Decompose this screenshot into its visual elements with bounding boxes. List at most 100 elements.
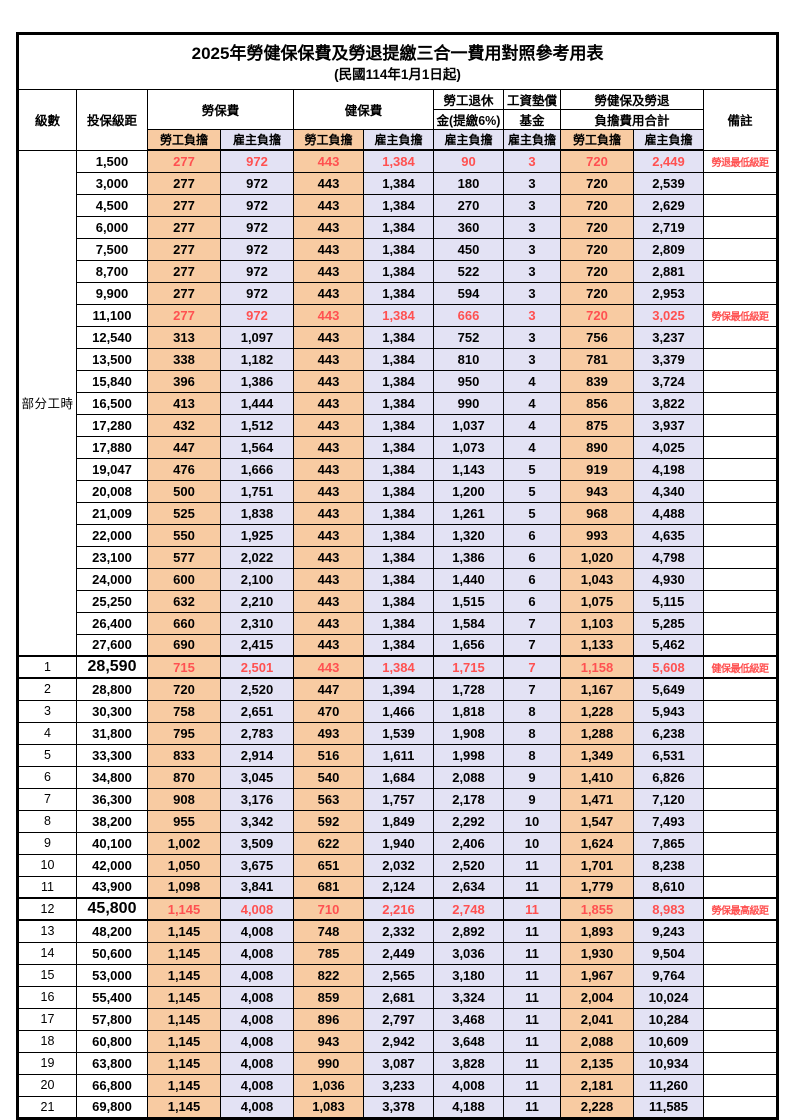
cell-employer-amount: 2,539 <box>633 171 704 195</box>
cell-employer-amount: 4 <box>503 413 561 437</box>
cell-salary-bracket: 24,000 <box>76 567 148 591</box>
cell-remark <box>702 611 779 635</box>
cell-employee-amount: 943 <box>560 479 634 503</box>
cell-employee-amount: 432 <box>147 413 221 437</box>
col-header-total-line1: 勞健保及勞退 <box>560 89 704 110</box>
cell-salary-bracket: 3,000 <box>76 171 148 195</box>
cell-employer-amount: 1,384 <box>363 281 434 305</box>
cell-remark <box>702 809 779 833</box>
subheader-pension-employer: 雇主負擔 <box>433 129 504 151</box>
cell-employee-amount: 993 <box>560 523 634 547</box>
cell-employee-amount: 715 <box>147 655 221 679</box>
cell-remark <box>702 523 779 547</box>
cell-employer-amount: 4,008 <box>220 919 294 943</box>
cell-employer-amount: 2,406 <box>433 831 504 855</box>
table-row: 8 38,200 955 3,342 592 1,849 2,292 10 1,547 7,493 <box>17 809 779 833</box>
cell-employer-amount: 10,024 <box>633 985 704 1009</box>
cell-employer-amount: 1,512 <box>220 413 294 437</box>
cell-employer-amount: 1,384 <box>363 303 434 327</box>
cell-employer-amount: 4,008 <box>220 1095 294 1119</box>
cell-employer-amount: 1,925 <box>220 523 294 547</box>
cell-level: 17 <box>17 1007 77 1031</box>
cell-employer-amount: 3,087 <box>363 1051 434 1075</box>
cell-level: 10 <box>17 853 77 877</box>
table-row: 15 53,000 1,145 4,008 822 2,565 3,180 11 1,967 9,… <box>17 963 779 987</box>
cell-employer-amount: 3,025 <box>633 303 704 327</box>
cell-employee-amount: 443 <box>293 413 364 437</box>
table-row: 13 48,200 1,145 4,008 748 2,332 2,892 11 1,893 9,… <box>17 919 779 943</box>
cell-employee-amount: 443 <box>293 479 364 503</box>
cell-employer-amount: 1,757 <box>363 787 434 811</box>
cell-employer-amount: 1,384 <box>363 633 434 657</box>
cell-salary-bracket: 7,500 <box>76 237 148 261</box>
col-header-pension-line2: 金(提繳6%) <box>433 109 504 130</box>
cell-remark <box>702 479 779 503</box>
cell-employee-amount: 822 <box>293 963 364 987</box>
cell-employer-amount: 4,798 <box>633 545 704 569</box>
cell-employer-amount: 666 <box>433 303 504 327</box>
subheader-labor-employer: 雇主負擔 <box>220 129 294 151</box>
cell-employee-amount: 516 <box>293 743 364 767</box>
cell-employer-amount: 11 <box>503 897 561 921</box>
cell-employer-amount: 8 <box>503 743 561 767</box>
cell-employer-amount: 1,384 <box>363 149 434 173</box>
cell-employer-amount: 2,651 <box>220 699 294 723</box>
cell-employee-amount: 1,145 <box>147 1029 221 1053</box>
table-row: 21 69,800 1,145 4,008 1,083 3,378 4,188 11 2,228… <box>17 1095 779 1119</box>
cell-remark <box>702 1051 779 1075</box>
cell-employer-amount: 1,384 <box>363 237 434 261</box>
cell-employee-amount: 443 <box>293 457 364 481</box>
cell-salary-bracket: 50,600 <box>76 941 148 965</box>
cell-employer-amount: 972 <box>220 281 294 305</box>
cell-employer-amount: 7 <box>503 633 561 657</box>
cell-employee-amount: 277 <box>147 171 221 195</box>
cell-employee-amount: 550 <box>147 523 221 547</box>
cell-employee-amount: 443 <box>293 347 364 371</box>
table-body: 部分工時 1,500 277 972 443 1,384 90 3 720 2,449 勞退最低級距… <box>17 149 779 1119</box>
cell-remark: 勞退最低級距 <box>702 149 779 173</box>
cell-employer-amount: 11 <box>503 1029 561 1053</box>
cell-employer-amount: 11,585 <box>633 1095 704 1119</box>
cell-employee-amount: 1,145 <box>147 1073 221 1097</box>
cell-employee-amount: 720 <box>560 149 634 173</box>
cell-employee-amount: 1,349 <box>560 743 634 767</box>
cell-employer-amount: 1,386 <box>220 369 294 393</box>
cell-salary-bracket: 22,000 <box>76 523 148 547</box>
table-row: 19 63,800 1,145 4,008 990 3,087 3,828 11 2,135 10… <box>17 1051 779 1075</box>
cell-employer-amount: 2,124 <box>363 875 434 899</box>
cell-employer-amount: 270 <box>433 193 504 217</box>
cell-employer-amount: 3,648 <box>433 1029 504 1053</box>
cell-employee-amount: 1,228 <box>560 699 634 723</box>
cell-employer-amount: 3,237 <box>633 325 704 349</box>
table-row: 6,000 277 972 443 1,384 360 3 720 2,719 <box>18 215 779 239</box>
cell-employer-amount: 1,818 <box>433 699 504 723</box>
cell-employee-amount: 890 <box>560 435 634 459</box>
cell-employer-amount: 3,233 <box>363 1073 434 1097</box>
cell-employer-amount: 1,037 <box>433 413 504 437</box>
cell-employer-amount: 5,608 <box>633 655 704 679</box>
table-row: 9,900 277 972 443 1,384 594 3 720 2,953 <box>18 281 779 305</box>
cell-level: 13 <box>17 919 77 943</box>
cell-employer-amount: 7 <box>503 677 561 701</box>
subheader-labor-employee: 勞工負擔 <box>147 129 221 151</box>
cell-employer-amount: 1,384 <box>363 391 434 415</box>
cell-employer-amount: 8,238 <box>633 853 704 877</box>
cell-employee-amount: 277 <box>147 237 221 261</box>
cell-employee-amount: 443 <box>293 633 364 657</box>
cell-employer-amount: 11 <box>503 1095 561 1119</box>
cell-employee-amount: 875 <box>560 413 634 437</box>
cell-remark <box>702 743 779 767</box>
cell-employer-amount: 1,656 <box>433 633 504 657</box>
cell-employee-amount: 443 <box>293 523 364 547</box>
cell-employee-amount: 870 <box>147 765 221 789</box>
cell-employee-amount: 1,145 <box>147 985 221 1009</box>
cell-employer-amount: 11 <box>503 941 561 965</box>
cell-employee-amount: 1,779 <box>560 875 634 899</box>
cell-employer-amount: 972 <box>220 215 294 239</box>
cell-employer-amount: 4,025 <box>633 435 704 459</box>
cell-employer-amount: 950 <box>433 369 504 393</box>
cell-remark <box>702 435 779 459</box>
cell-remark <box>702 787 779 811</box>
cell-employer-amount: 1,384 <box>363 347 434 371</box>
subheader-total-employee: 勞工負擔 <box>560 129 634 151</box>
